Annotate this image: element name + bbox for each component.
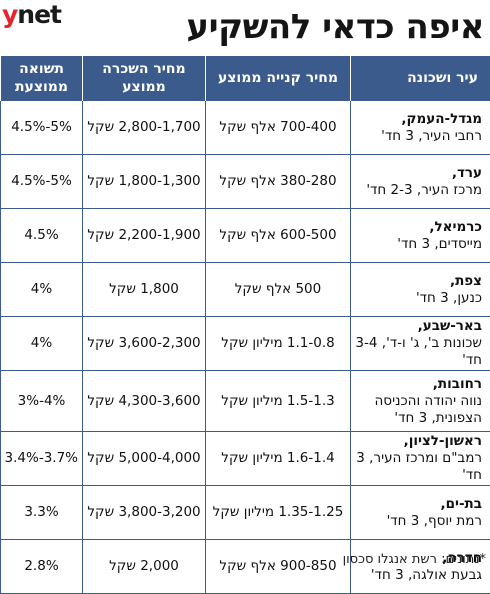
header-buy: מחיר קנייה ממוצע bbox=[206, 56, 351, 101]
table-row: רחובות,נווה יהודה והכניסה הצפונית, 3 חד'… bbox=[1, 371, 490, 432]
buy-price-cell: 1.5-1.3 מיליון שקל bbox=[206, 371, 351, 432]
city-cell: ערד,מרכז העיר, 2-3 חד' bbox=[351, 155, 490, 209]
city-area: רמת יוסף, 3 חד' bbox=[355, 513, 482, 530]
city-name: ראשון-לציון, bbox=[355, 433, 482, 450]
city-name: כרמיאל, bbox=[355, 219, 482, 236]
source-note: *נתונים: רשת אנגלו סכסון bbox=[343, 551, 486, 569]
city-cell: מגדל-העמק,רחבי העיר, 3 חד' bbox=[351, 101, 490, 155]
city-area: כנען, 3 חד' bbox=[355, 290, 482, 307]
table-row: ערד,מרכז העיר, 2-3 חד' 380-280 אלף שקל 1… bbox=[1, 155, 490, 209]
city-name: רחובות, bbox=[355, 376, 482, 393]
rent-price-cell: 3,800-3,200 שקל bbox=[83, 486, 206, 540]
table-row: ראשון-לציון,רמב"ם ומרכז העיר, 3 חד' 1.6-… bbox=[1, 432, 490, 486]
buy-price-cell: 1.1-0.8 מיליון שקל bbox=[206, 317, 351, 371]
city-area: מרכז העיר, 2-3 חד' bbox=[355, 182, 482, 199]
rent-price-cell: 1,800-1,300 שקל bbox=[83, 155, 206, 209]
rent-price-cell: 2,200-1,900 שקל bbox=[83, 209, 206, 263]
yield-cell: 5%-4.5% bbox=[1, 101, 83, 155]
buy-price-cell: 380-280 אלף שקל bbox=[206, 155, 351, 209]
city-area: שכונות ב', ג' ו-ד', 3-4 חד' bbox=[355, 335, 482, 369]
table-header-row: עיר ושכונה מחיר קנייה ממוצע מחיר השכרה מ… bbox=[1, 56, 490, 101]
city-name: באר-שבע, bbox=[355, 318, 482, 335]
city-area: רחבי העיר, 3 חד' bbox=[355, 128, 482, 145]
buy-price-cell: 500 אלף שקל bbox=[206, 263, 351, 317]
yield-cell: 2.8% bbox=[1, 540, 83, 594]
city-name: בת-ים, bbox=[355, 496, 482, 513]
city-cell: באר-שבע,שכונות ב', ג' ו-ד', 3-4 חד' bbox=[351, 317, 490, 371]
rent-price-cell: 4,300-3,600 שקל bbox=[83, 371, 206, 432]
header-rent: מחיר השכרה ממוצע bbox=[83, 56, 206, 101]
city-cell: כרמיאל,מייסדים, 3 חד' bbox=[351, 209, 490, 263]
buy-price-cell: 600-500 אלף שקל bbox=[206, 209, 351, 263]
yield-cell: 4% bbox=[1, 317, 83, 371]
rent-price-cell: 5,000-4,000 שקל bbox=[83, 432, 206, 486]
yield-cell: 3.3% bbox=[1, 486, 83, 540]
ynet-logo[interactable]: ynet bbox=[2, 0, 68, 30]
table-row: צפת,כנען, 3 חד' 500 אלף שקל 1,800 שקל 4% bbox=[1, 263, 490, 317]
city-cell: צפת,כנען, 3 חד' bbox=[351, 263, 490, 317]
header-yield: תשואה ממוצעת bbox=[1, 56, 83, 101]
buy-price-cell: 1.6-1.4 מיליון שקל bbox=[206, 432, 351, 486]
table-row: מגדל-העמק,רחבי העיר, 3 חד' 700-400 אלף ש… bbox=[1, 101, 490, 155]
header-city: עיר ושכונה bbox=[351, 56, 490, 101]
city-area: גבעת אולגה, 3 חד' bbox=[355, 567, 482, 584]
table-row: בת-ים,רמת יוסף, 3 חד' 1.35-1.25 מיליון ש… bbox=[1, 486, 490, 540]
rent-price-cell: 2,800-1,700 שקל bbox=[83, 101, 206, 155]
city-name: צפת, bbox=[355, 273, 482, 290]
city-cell: בת-ים,רמת יוסף, 3 חד' bbox=[351, 486, 490, 540]
city-cell: ראשון-לציון,רמב"ם ומרכז העיר, 3 חד' bbox=[351, 432, 490, 486]
city-cell: רחובות,נווה יהודה והכניסה הצפונית, 3 חד' bbox=[351, 371, 490, 432]
rent-price-cell: 1,800 שקל bbox=[83, 263, 206, 317]
buy-price-cell: 700-400 אלף שקל bbox=[206, 101, 351, 155]
city-area: מייסדים, 3 חד' bbox=[355, 236, 482, 253]
investment-table: עיר ושכונה מחיר קנייה ממוצע מחיר השכרה מ… bbox=[0, 56, 490, 594]
rent-price-cell: 3,600-2,300 שקל bbox=[83, 317, 206, 371]
table-row: כרמיאל,מייסדים, 3 חד' 600-500 אלף שקל 2,… bbox=[1, 209, 490, 263]
buy-price-cell: 1.35-1.25 מיליון שקל bbox=[206, 486, 351, 540]
header: ynet איפה כדאי להשקיע bbox=[0, 0, 490, 56]
yield-cell: 4% bbox=[1, 263, 83, 317]
rent-price-cell: 2,000 שקל bbox=[83, 540, 206, 594]
city-name: ערד, bbox=[355, 165, 482, 182]
yield-cell: 3.7%-3.4% bbox=[1, 432, 83, 486]
yield-cell: 4%-3% bbox=[1, 371, 83, 432]
buy-price-cell: 900-850 אלף שקל bbox=[206, 540, 351, 594]
table-row: באר-שבע,שכונות ב', ג' ו-ד', 3-4 חד' 1.1-… bbox=[1, 317, 490, 371]
city-area: נווה יהודה והכניסה הצפונית, 3 חד' bbox=[355, 393, 482, 427]
page-title: איפה כדאי להשקיע bbox=[186, 6, 484, 48]
yield-cell: 5%-4.5% bbox=[1, 155, 83, 209]
city-area: רמב"ם ומרכז העיר, 3 חד' bbox=[355, 450, 482, 484]
city-name: מגדל-העמק, bbox=[355, 111, 482, 128]
yield-cell: 4.5% bbox=[1, 209, 83, 263]
